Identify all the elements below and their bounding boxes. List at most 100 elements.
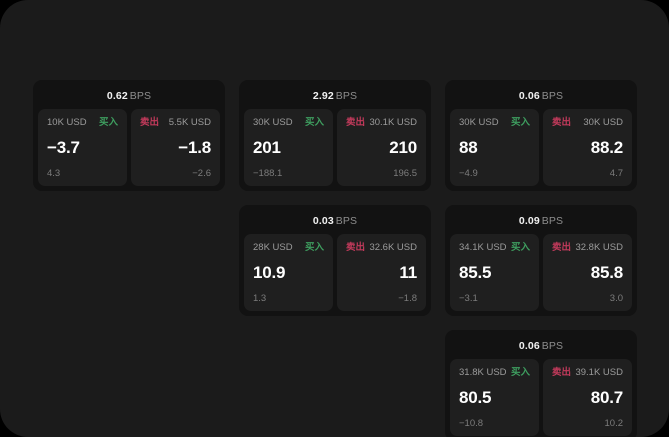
sell-panel[interactable]: 卖出 5.5K USD −1.8 −2.6: [131, 108, 220, 186]
quote-card-4[interactable]: 0.03 BPS 28K USD 买入 10.9 1.3 卖出: [239, 205, 431, 316]
sell-panel-top: 卖出 5.5K USD: [140, 118, 211, 129]
sell-panel-top: 卖出 39.1K USD: [552, 368, 623, 379]
quote-card-1[interactable]: 0.62 BPS 10K USD 买入 −3.7 4.3 卖出: [33, 80, 225, 191]
quote-card-6[interactable]: 0.06 BPS 31.8K USD 买入 80.5 −10.8 卖出: [445, 330, 637, 437]
buy-delta: −188.1: [253, 167, 283, 179]
quote-card-2[interactable]: 2.92 BPS 30K USD 买入 201 −188.1 卖出: [239, 80, 431, 191]
sell-size-label: 32.8K USD: [575, 242, 623, 254]
bps-value: 0.03: [312, 215, 334, 227]
card-header: 0.09 BPS: [450, 210, 632, 234]
sell-delta: 10.2: [604, 417, 624, 429]
sell-size-label: 30K USD: [583, 117, 623, 129]
bps-value: 2.92: [312, 90, 334, 102]
sell-side-label: 卖出: [140, 117, 160, 129]
buy-delta: 4.3: [47, 167, 61, 179]
sell-price: 210: [389, 137, 417, 157]
buy-panel[interactable]: 30K USD 买入 201 −188.1: [244, 108, 333, 186]
buy-size-label: 30K USD: [253, 117, 293, 129]
quote-card-3[interactable]: 0.06 BPS 30K USD 买入 88 −4.9 卖出: [445, 80, 637, 191]
bps-value: 0.06: [518, 90, 540, 102]
buy-price: 80.5: [459, 387, 492, 407]
buy-delta: −10.8: [459, 417, 484, 429]
bps-unit-label: BPS: [541, 215, 564, 227]
buy-price: 88: [459, 137, 478, 157]
sell-delta: −1.8: [398, 292, 417, 304]
buy-size-label: 28K USD: [253, 242, 293, 254]
sell-panel-top: 卖出 30K USD: [552, 118, 623, 129]
sell-price: 80.7: [590, 387, 623, 407]
sell-panel-top: 卖出 30.1K USD: [346, 118, 417, 129]
card-header: 2.92 BPS: [244, 85, 426, 109]
buy-panel[interactable]: 28K USD 买入 10.9 1.3: [244, 233, 333, 311]
quote-column-2: 2.92 BPS 30K USD 买入 201 −188.1 卖出: [239, 80, 431, 330]
buy-side-label: 买入: [510, 242, 530, 254]
quote-column-3: 0.06 BPS 30K USD 买入 88 −4.9 卖出: [445, 80, 637, 437]
buy-price: 201: [253, 137, 281, 157]
buy-panel[interactable]: 31.8K USD 买入 80.5 −10.8: [450, 358, 539, 436]
buy-delta: −4.9: [459, 167, 478, 179]
buy-panel[interactable]: 34.1K USD 买入 85.5 −3.1: [450, 233, 539, 311]
buy-panel[interactable]: 30K USD 买入 88 −4.9: [450, 108, 539, 186]
card-panels: 28K USD 买入 10.9 1.3 卖出 32.6K USD 11 −1.8: [244, 233, 426, 311]
sell-panel[interactable]: 卖出 32.6K USD 11 −1.8: [337, 233, 426, 311]
buy-side-label: 买入: [304, 242, 324, 254]
buy-side-label: 买入: [510, 367, 530, 379]
sell-delta: −2.6: [192, 167, 211, 179]
sell-delta: 3.0: [609, 292, 623, 304]
bps-unit-label: BPS: [335, 90, 358, 102]
buy-size-label: 30K USD: [459, 117, 499, 129]
card-header: 0.03 BPS: [244, 210, 426, 234]
sell-size-label: 5.5K USD: [168, 117, 211, 129]
buy-price: 10.9: [253, 262, 286, 282]
sell-size-label: 32.6K USD: [369, 242, 417, 254]
bps-value: 0.62: [106, 90, 128, 102]
card-panels: 31.8K USD 买入 80.5 −10.8 卖出 39.1K USD 80.…: [450, 358, 632, 436]
buy-panel-top: 31.8K USD 买入: [459, 368, 530, 379]
sell-price: 11: [399, 262, 417, 282]
sell-price: −1.8: [178, 137, 211, 157]
sell-price: 85.8: [590, 262, 623, 282]
quote-card-board: 0.62 BPS 10K USD 买入 −3.7 4.3 卖出: [33, 80, 637, 437]
card-header: 0.06 BPS: [450, 335, 632, 359]
sell-side-label: 卖出: [552, 367, 572, 379]
sell-size-label: 39.1K USD: [575, 367, 623, 379]
buy-price: 85.5: [459, 262, 492, 282]
buy-panel-top: 30K USD 买入: [459, 118, 530, 129]
buy-delta: −3.1: [459, 292, 478, 304]
buy-panel[interactable]: 10K USD 买入 −3.7 4.3: [38, 108, 127, 186]
sell-side-label: 卖出: [346, 117, 366, 129]
bps-unit-label: BPS: [541, 340, 564, 352]
sell-panel[interactable]: 卖出 39.1K USD 80.7 10.2: [543, 358, 632, 436]
sell-delta: 4.7: [609, 167, 623, 179]
card-panels: 10K USD 买入 −3.7 4.3 卖出 5.5K USD −1.8 −2.…: [38, 108, 220, 186]
bps-unit-label: BPS: [129, 90, 152, 102]
buy-price: −3.7: [47, 137, 80, 157]
sell-delta: 196.5: [393, 167, 417, 179]
sell-size-label: 30.1K USD: [369, 117, 417, 129]
buy-delta: 1.3: [253, 292, 267, 304]
card-panels: 30K USD 买入 201 −188.1 卖出 30.1K USD 210 1…: [244, 108, 426, 186]
buy-side-label: 买入: [304, 117, 324, 129]
bps-unit-label: BPS: [335, 215, 358, 227]
bps-value: 0.06: [518, 340, 540, 352]
buy-size-label: 10K USD: [47, 117, 87, 129]
quote-card-5[interactable]: 0.09 BPS 34.1K USD 买入 85.5 −3.1 卖出: [445, 205, 637, 316]
buy-side-label: 买入: [510, 117, 530, 129]
buy-panel-top: 28K USD 买入: [253, 243, 324, 254]
buy-size-label: 31.8K USD: [459, 367, 507, 379]
sell-panel[interactable]: 卖出 30K USD 88.2 4.7: [543, 108, 632, 186]
sell-side-label: 卖出: [346, 242, 366, 254]
card-panels: 34.1K USD 买入 85.5 −3.1 卖出 32.8K USD 85.8…: [450, 233, 632, 311]
bps-value: 0.09: [518, 215, 540, 227]
card-panels: 30K USD 买入 88 −4.9 卖出 30K USD 88.2 4.7: [450, 108, 632, 186]
sell-panel[interactable]: 卖出 30.1K USD 210 196.5: [337, 108, 426, 186]
buy-size-label: 34.1K USD: [459, 242, 507, 254]
buy-side-label: 买入: [98, 117, 118, 129]
card-header: 0.06 BPS: [450, 85, 632, 109]
sell-price: 88.2: [590, 137, 623, 157]
sell-side-label: 卖出: [552, 242, 572, 254]
sell-panel[interactable]: 卖出 32.8K USD 85.8 3.0: [543, 233, 632, 311]
sell-panel-top: 卖出 32.8K USD: [552, 243, 623, 254]
quote-column-1: 0.62 BPS 10K USD 买入 −3.7 4.3 卖出: [33, 80, 225, 205]
buy-panel-top: 34.1K USD 买入: [459, 243, 530, 254]
